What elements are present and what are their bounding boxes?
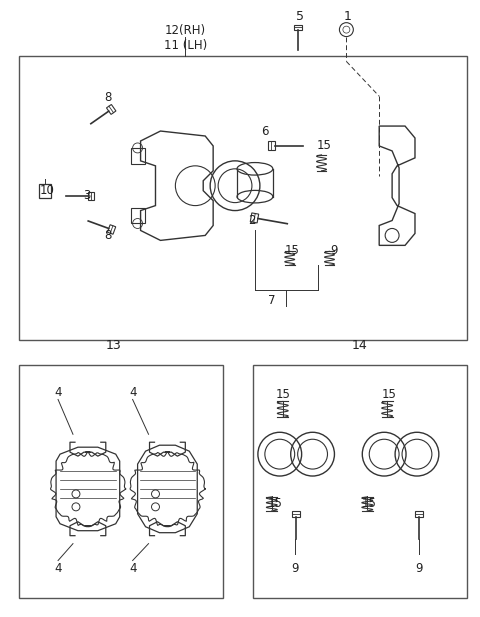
Text: 15: 15	[362, 497, 377, 510]
Text: 10: 10	[40, 184, 55, 197]
Text: 15: 15	[284, 244, 299, 257]
Bar	[131, 148, 144, 164]
Text: 9: 9	[291, 562, 299, 575]
Text: 13: 13	[106, 339, 121, 352]
Text: 4: 4	[54, 562, 62, 575]
Bar	[39, 184, 51, 197]
Bar	[19, 365, 223, 598]
Text: 4: 4	[129, 562, 136, 575]
Text: 15: 15	[276, 388, 290, 401]
Bar	[131, 207, 144, 223]
Bar	[253, 365, 467, 598]
Text: 14: 14	[351, 339, 367, 352]
Text: 6: 6	[261, 125, 269, 138]
Text: 5: 5	[296, 10, 304, 23]
Text: 15: 15	[317, 139, 332, 152]
Text: 3: 3	[83, 189, 91, 202]
Text: 9: 9	[415, 562, 423, 575]
Text: 15: 15	[382, 388, 396, 401]
Text: 4: 4	[54, 386, 62, 399]
Text: 15: 15	[267, 497, 282, 510]
Text: 4: 4	[129, 386, 136, 399]
Text: 8: 8	[104, 229, 111, 242]
Text: 7: 7	[268, 294, 276, 307]
Text: 8: 8	[104, 91, 111, 104]
Bar	[19, 57, 467, 340]
Text: 9: 9	[331, 244, 338, 257]
Text: 1: 1	[343, 10, 351, 23]
Text: 12(RH)
11 (LH): 12(RH) 11 (LH)	[164, 23, 207, 52]
Text: 2: 2	[248, 214, 256, 227]
